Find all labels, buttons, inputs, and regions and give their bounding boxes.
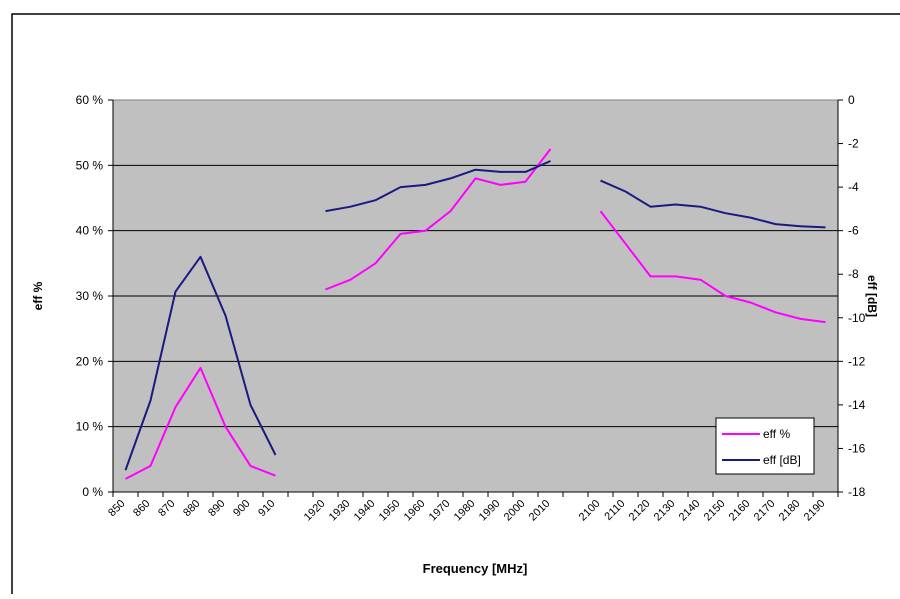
legend-label-eff-pct: eff % — [763, 427, 790, 441]
y-right-tick-label: -2 — [848, 137, 859, 151]
y-axis-left-label: eff % — [31, 281, 45, 310]
y-left-tick-label: 20 % — [76, 354, 104, 368]
y-axis-right-label: eff [dB] — [865, 275, 879, 317]
y-left-tick-label: 30 % — [76, 289, 104, 303]
series-line-eff-db — [325, 160, 551, 213]
series-layer — [124, 148, 826, 480]
y-left-tick-label: 10 % — [76, 420, 104, 434]
legend: eff % eff [dB] — [715, 417, 815, 475]
x-axis-label: Frequency [MHz] — [423, 561, 528, 576]
series-line-eff-pct — [325, 148, 552, 291]
y-left-tick-label: 50 % — [76, 158, 104, 172]
y-left-tick-label: 0 % — [82, 485, 103, 499]
series-line-eff-db — [124, 255, 277, 471]
y-right-tick-label: -16 — [848, 441, 866, 455]
series-line-eff-pct — [125, 366, 276, 480]
y-right-tick-label: -4 — [848, 180, 859, 194]
series-line-eff-db — [600, 179, 826, 229]
y-right-tick-label: -10 — [848, 311, 866, 325]
y-left-tick-label: 60 % — [76, 93, 104, 107]
y-right-tick-label: -12 — [848, 354, 866, 368]
series-line-eff-pct — [599, 210, 826, 324]
y-right-tick-label: -8 — [848, 267, 859, 281]
y-right-tick-label: -6 — [848, 224, 859, 238]
y-right-tick-label: 0 — [848, 93, 855, 107]
legend-label-eff-db: eff [dB] — [763, 453, 801, 467]
y-right-tick-label: -18 — [848, 485, 866, 499]
legend-box — [715, 417, 815, 475]
y-right-tick-label: -14 — [848, 398, 866, 412]
y-left-tick-label: 40 % — [76, 224, 104, 238]
